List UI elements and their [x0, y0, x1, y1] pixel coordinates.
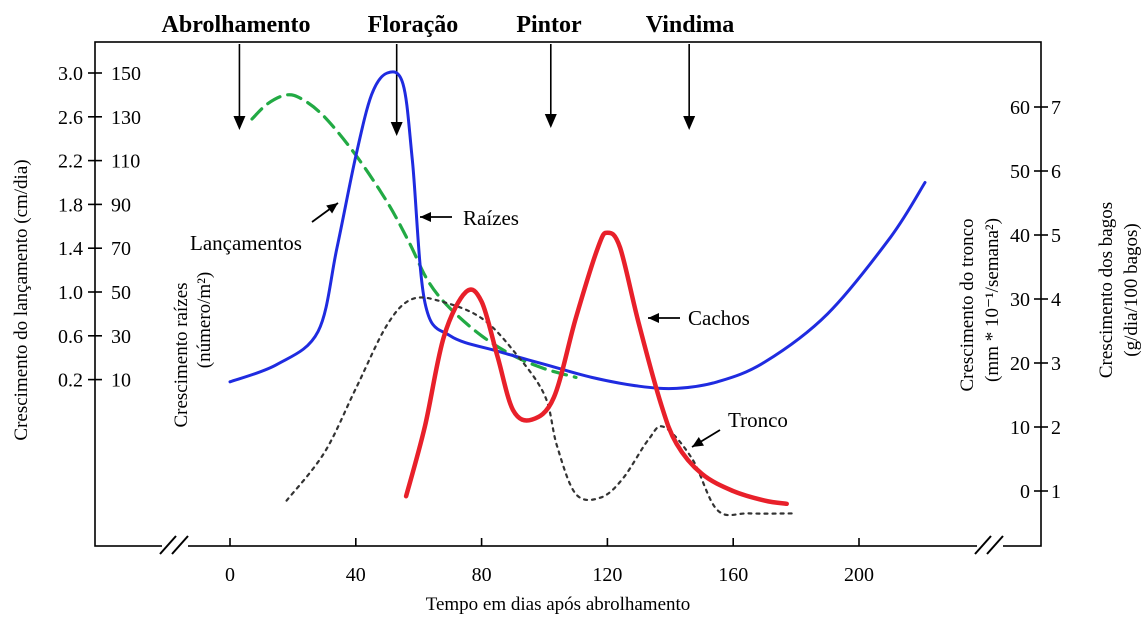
y-tick-label-trunk: 10	[1010, 417, 1030, 439]
y-tick-label-berries: 3	[1051, 353, 1061, 375]
y-tick-label-trunk: 30	[1010, 289, 1030, 311]
stage-arrow-head	[233, 116, 246, 130]
y-tick-label-roots: 50	[111, 282, 131, 304]
stage-arrow-head	[683, 116, 696, 130]
y-axis-title-berries-1: Crescimento dos bagos	[1096, 202, 1117, 378]
stage-label-vindima: Vindima	[646, 12, 734, 38]
y-tick-label-roots: 10	[111, 370, 131, 392]
raizes-line	[228, 70, 927, 391]
data-series	[228, 70, 927, 517]
tronco-line	[285, 296, 798, 517]
stage-arrow-head	[544, 114, 557, 128]
y-tick-label-berries: 4	[1051, 289, 1061, 311]
x-tick-label: 40	[346, 564, 366, 586]
stage-label-pintor: Pintor	[516, 12, 582, 38]
x-tick-label: 160	[718, 564, 748, 586]
cachos-line	[403, 230, 789, 507]
y-axis-title-berries-2: (g/dia/100 bagos)	[1121, 223, 1142, 357]
series-label-cachos: Cachos	[688, 306, 750, 330]
y-tick-label-trunk: 20	[1010, 353, 1030, 375]
y-axis-title-roots-2: (número/m²)	[194, 272, 215, 368]
y-tick-label-shoot: 1.8	[58, 194, 83, 216]
y-axis-title-trunk-1: Crescimento do tronco	[957, 218, 978, 391]
y-tick-label-berries: 2	[1051, 417, 1061, 439]
x-tick-label: 200	[844, 564, 874, 586]
y-tick-label-shoot: 2.2	[58, 151, 83, 173]
y-tick-label-roots: 90	[111, 194, 131, 216]
y-tick-label-shoot: 2.6	[58, 107, 83, 129]
y-tick-label-trunk: 0	[1020, 481, 1030, 503]
stage-arrow-head	[390, 122, 403, 136]
y-axis-title-roots-1: Crescimento raízes	[171, 282, 192, 427]
y-axis-title-trunk-2: (mm * 10⁻¹/semana²)	[982, 218, 1003, 382]
x-tick-label: 0	[225, 564, 235, 586]
x-tick-label: 120	[592, 564, 622, 586]
y-tick-label-shoot: 3.0	[58, 63, 83, 85]
lancamentos-line	[250, 93, 578, 379]
y-tick-label-roots: 150	[111, 63, 141, 85]
y-tick-label-trunk: 40	[1010, 225, 1030, 247]
series-label-lancamentos: Lançamentos	[190, 231, 302, 255]
y-tick-label-shoot: 0.6	[58, 326, 83, 348]
y-tick-label-shoot: 1.0	[58, 282, 83, 304]
y-tick-label-roots: 70	[111, 238, 131, 260]
y-tick-label-berries: 5	[1051, 225, 1061, 247]
pointer-tronco-head	[692, 437, 704, 447]
y-tick-label-berries: 6	[1051, 161, 1061, 183]
axis-break-left	[159, 535, 189, 555]
y-tick-label-trunk: 50	[1010, 161, 1030, 183]
plot-frame	[94, 41, 1042, 547]
series-label-pointers	[311, 202, 721, 448]
y-tick-label-shoot: 1.4	[58, 238, 83, 260]
pointer-lancamentos-head	[326, 203, 338, 214]
series-label-tronco: Tronco	[728, 408, 788, 432]
y-tick-label-roots: 130	[111, 107, 141, 129]
y-tick-label-roots: 110	[111, 151, 140, 173]
stage-arrows	[233, 44, 696, 136]
x-axis-title: Tempo em dias após abrolhamento	[426, 594, 691, 615]
pointer-cachos-head	[648, 313, 659, 323]
y-tick-label-roots: 30	[111, 326, 131, 348]
x-tick-label: 80	[472, 564, 492, 586]
pointer-raizes-head	[420, 212, 431, 222]
y-tick-label-berries: 1	[1051, 481, 1061, 503]
stage-label-floracao: Floração	[368, 12, 459, 38]
axis-break-right	[974, 535, 1004, 555]
series-label-raizes: Raízes	[463, 206, 519, 230]
y-tick-label-trunk: 60	[1010, 97, 1030, 119]
y-axis-title-shoot: Crescimento do lançamento (cm/dia)	[11, 159, 32, 440]
y-tick-label-shoot: 0.2	[58, 370, 83, 392]
stage-label-abrolhamento: Abrolhamento	[162, 12, 311, 38]
y-tick-label-berries: 7	[1051, 97, 1061, 119]
